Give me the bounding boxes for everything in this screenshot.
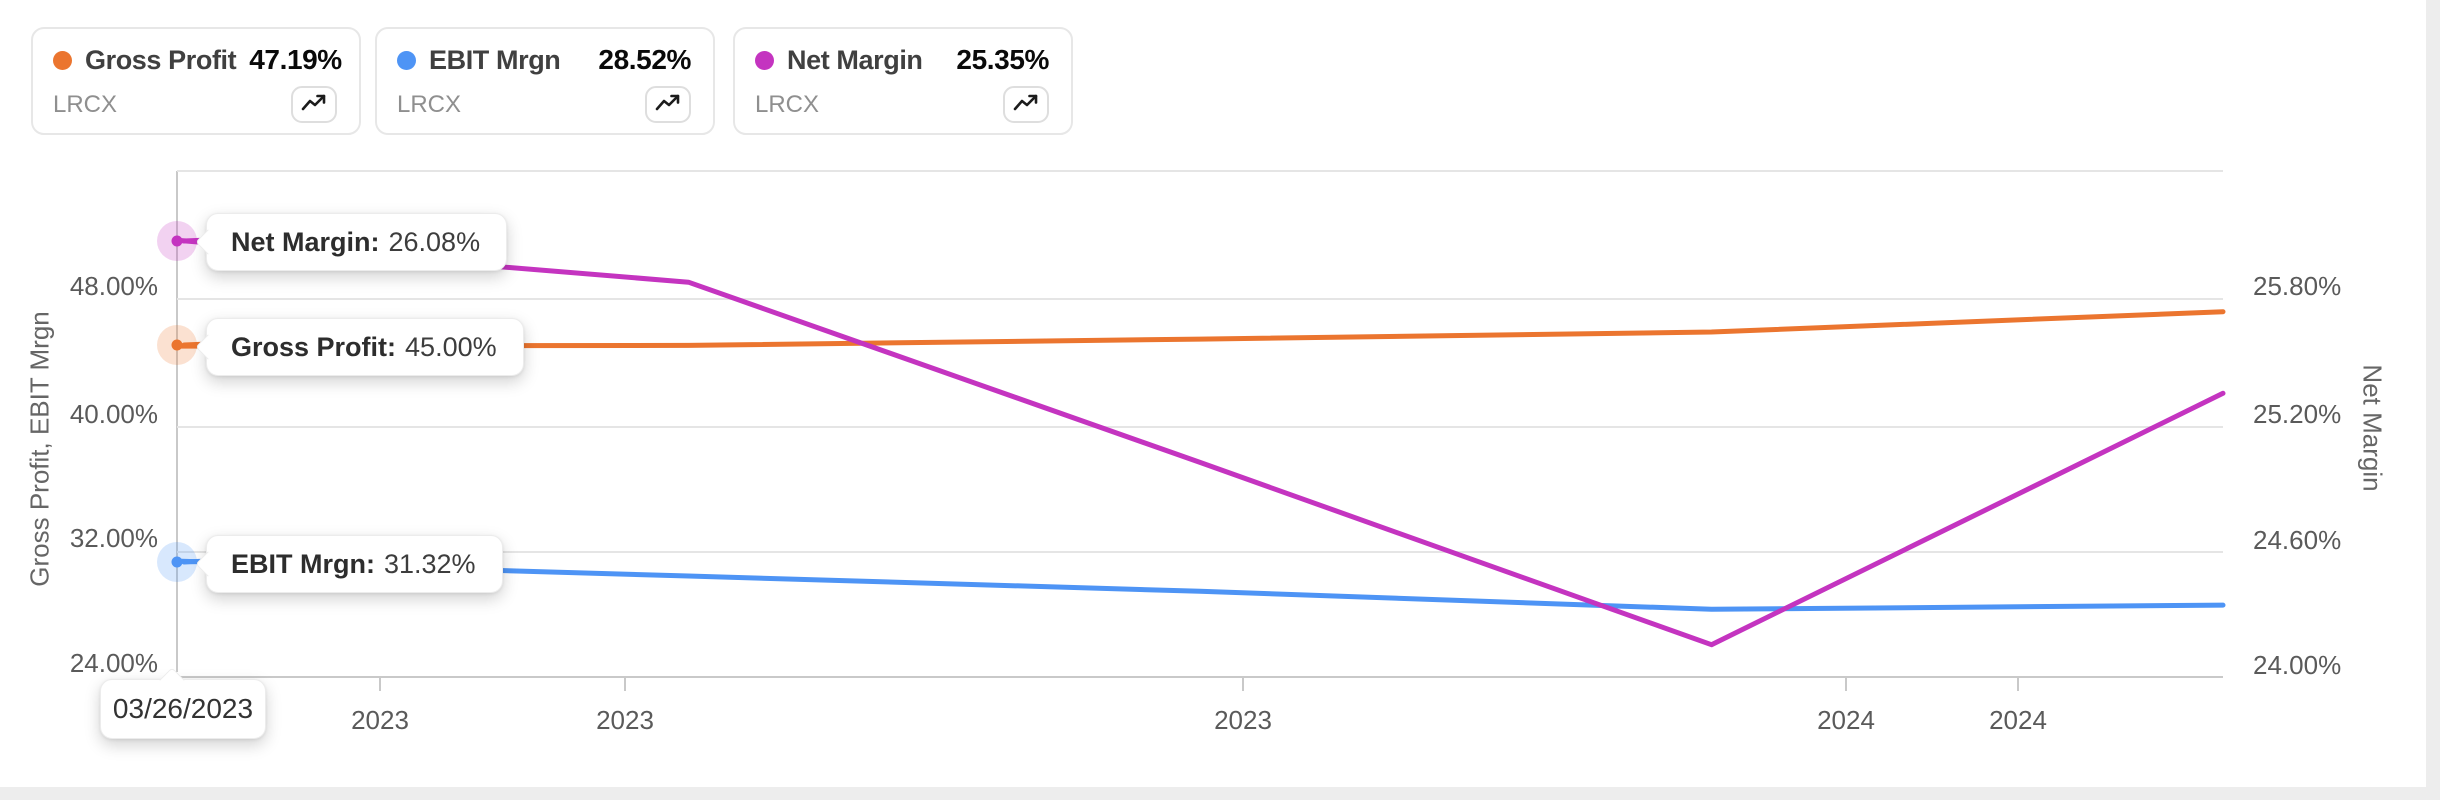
net-margin-color-dot-icon [755,50,774,70]
tooltip-series-label: Net Margin: [231,226,380,257]
ebit-margin-line[interactable] [174,558,2226,612]
trending-up-icon [1013,93,1039,116]
metric-card-net-margin[interactable]: Net Margin 25.35% LRCX [733,27,1073,135]
tooltip-value: 45.00% [405,331,497,362]
metric-card-gross-profit[interactable]: Gross Profit 47.19% LRCX [31,27,361,135]
page-bottom-edge [0,787,2440,800]
ebit-margin-tooltip: EBIT Mrgn: 31.32% [206,535,503,593]
open-chart-button[interactable] [291,86,337,123]
ticker-label: LRCX [755,90,820,118]
net-margin-point[interactable] [171,235,183,247]
x-axis-tick-1: 2023 [596,705,654,735]
net-margin-line[interactable] [174,237,2226,648]
open-chart-button[interactable] [1003,86,1049,123]
tooltip-value: 31.32% [383,548,476,579]
gross-profit-color-dot-icon [53,50,72,70]
trending-up-icon [655,93,681,116]
gross-profit-tooltip: Gross Profit: 45.00% [206,318,524,376]
x-axis-tick-3: 2024 [1817,705,1875,735]
date-tooltip: 03/26/2023 [100,679,266,739]
page-right-edge [2426,0,2440,800]
trending-up-icon [301,93,327,116]
y-axis-tick-left-3: 24.00% [69,648,158,678]
metric-label: EBIT Mrgn [429,44,561,75]
ticker-label: LRCX [53,90,118,118]
y-axis-tick-left-1: 40.00% [69,399,158,429]
net-margin-tooltip: Net Margin: 26.08% [206,213,508,271]
metric-value: 47.19% [249,44,342,75]
y-axis-tick-left-0: 48.00% [69,271,158,301]
metric-card-ebit-margin[interactable]: EBIT Mrgn 28.52% LRCX [375,27,715,135]
metric-value: 28.52% [598,44,691,75]
tooltip-series-label: Gross Profit: [231,331,397,362]
open-chart-button[interactable] [645,86,691,123]
ebit-margin-color-dot-icon [397,50,416,70]
x-axis-tick-2: 2023 [1214,705,1272,735]
ticker-label: LRCX [397,90,462,118]
y-axis-tick-right-1: 25.20% [2253,399,2342,429]
tooltip-value: 26.08% [388,226,481,257]
tooltip-series-label: EBIT Mrgn: [231,548,375,579]
metric-label: Net Margin [787,44,923,75]
y-axis-tick-right-0: 25.80% [2253,271,2342,301]
gross-profit-point[interactable] [171,339,183,351]
ebit-margin-point[interactable] [171,556,183,568]
x-axis-tick-4: 2024 [1989,705,2047,735]
y-axis-tick-right-2: 24.60% [2253,525,2342,555]
y-axis-tick-left-2: 32.00% [69,523,158,553]
x-axis-tick-0: 2023 [351,705,409,735]
metric-value: 25.35% [956,44,1049,75]
metric-label: Gross Profit [85,44,237,75]
y-axis-tick-right-3: 24.00% [2253,650,2342,680]
